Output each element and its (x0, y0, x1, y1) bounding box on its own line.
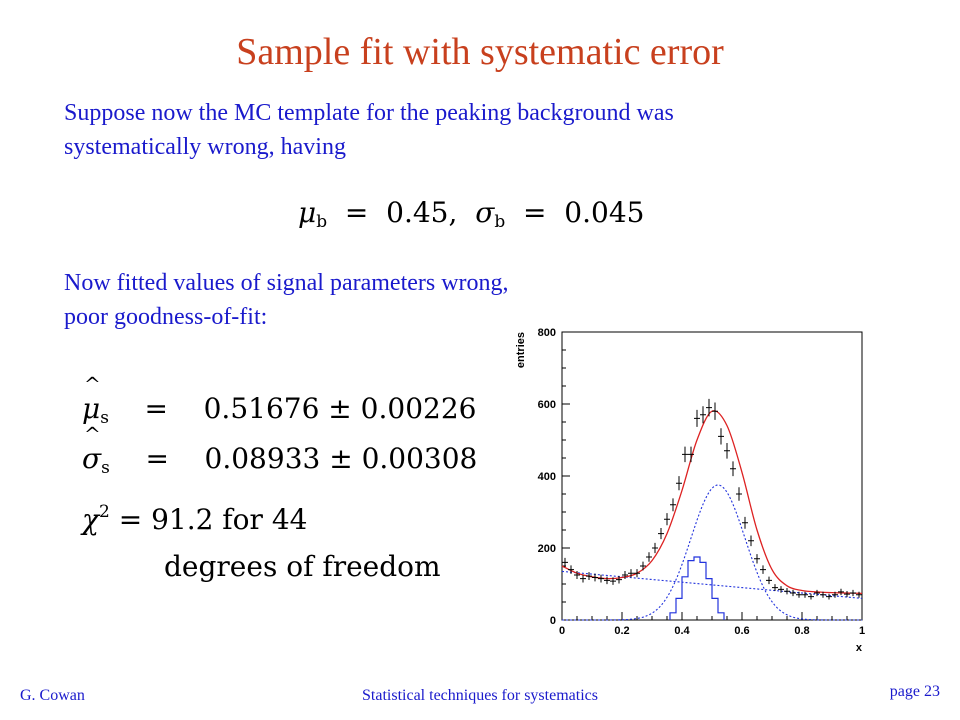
y-tick-label: 0 (550, 615, 556, 627)
peaking-histogram-steps (669, 556, 725, 620)
data-point-marker (670, 498, 676, 512)
data-point-marker (772, 584, 778, 592)
data-point-marker (688, 446, 694, 463)
data-point-marker (628, 569, 634, 578)
data-point-marker (736, 487, 742, 501)
sigma-b-value: 0.045 (564, 196, 645, 229)
data-point-marker (838, 588, 844, 596)
data-point-marker (850, 589, 856, 597)
intro-paragraph: Suppose now the MC template for the peak… (64, 96, 674, 164)
degrees-of-freedom: degrees of freedom (164, 550, 441, 583)
data-point-marker (574, 570, 580, 580)
fit-curve-line (561, 410, 863, 595)
data-points (562, 398, 862, 600)
data-point-marker (760, 565, 766, 574)
data-point-marker (664, 513, 670, 526)
data-point-marker (652, 542, 658, 554)
data-point-marker (616, 575, 622, 584)
footer-author: G. Cowan (20, 687, 85, 704)
data-point-marker (784, 587, 790, 595)
y-tick-label: 800 (538, 327, 556, 339)
peaking-background-histogram (669, 556, 725, 620)
tick-labels: 0 0.2 0.4 0.6 0.8 1 0 200 400 600 800 (538, 327, 865, 637)
data-point-marker (586, 572, 592, 581)
signal-gaussian-curve (562, 484, 862, 621)
data-point-marker (754, 554, 760, 564)
gaussian-dashed-curve (562, 484, 862, 621)
background-equation: μb = 0.45, σb = 0.045 (298, 196, 645, 232)
data-point-marker (742, 516, 748, 529)
data-point-marker (592, 573, 598, 582)
intro-line-2: systematically wrong, having (64, 134, 346, 160)
result-paragraph: Now fitted values of signal parameters w… (64, 266, 509, 334)
data-point-marker (580, 574, 586, 583)
x-axis-label: x (856, 642, 863, 654)
footer-course: Statistical techniques for systematics (362, 687, 598, 704)
data-point-marker (856, 591, 862, 598)
x-tick-label: 0.2 (614, 625, 629, 637)
x-tick-label: 1 (859, 625, 865, 637)
data-point-marker (676, 476, 682, 491)
y-tick-label: 200 (538, 543, 556, 555)
data-point-marker (718, 428, 724, 445)
data-point-marker (808, 593, 814, 600)
chi-square-value: = 91.2 for 44 (118, 503, 308, 536)
y-tick-label: 600 (538, 399, 556, 411)
x-tick-label: 0.4 (674, 625, 690, 637)
chi-square-equation: χ2 = 91.2 for 44 (82, 502, 308, 536)
data-point-marker (622, 570, 628, 580)
data-point-marker (562, 557, 568, 567)
sigma-b-sub: b (494, 212, 506, 232)
data-point-marker (826, 593, 832, 600)
data-point-marker (814, 589, 820, 597)
mu-b-value: 0.45, (386, 196, 458, 229)
fit-sigma-value: 0.08933 ± 0.00308 (204, 442, 478, 475)
data-point-marker (778, 586, 784, 593)
data-point-marker (796, 591, 802, 598)
data-point-marker (748, 535, 754, 547)
fit-mu-value: 0.51676 ± 0.00226 (203, 392, 477, 425)
data-point-marker (634, 569, 640, 578)
fit-histogram-chart: 0 0.2 0.4 0.6 0.8 1 0 200 400 600 800 x entries (515, 327, 865, 654)
data-point-marker (712, 402, 718, 420)
y-axis-label: entries (515, 332, 527, 368)
data-point-marker (820, 591, 826, 598)
data-point-marker (682, 446, 688, 463)
fit-sigma-equation: σs = 0.08933 ± 0.00308 (82, 422, 478, 478)
result-line-1: Now fitted values of signal parameters w… (64, 270, 509, 296)
data-point-marker (832, 591, 838, 598)
data-point-marker (706, 398, 712, 417)
data-point-marker (568, 565, 574, 574)
y-tick-label: 400 (538, 471, 556, 483)
result-line-2: poor goodness-of-fit: (64, 304, 268, 330)
x-tick-label: 0.6 (734, 625, 749, 637)
footer-page: page 23 (889, 683, 940, 700)
fit-mu-equation: μs = 0.51676 ± 0.00226 (82, 372, 477, 428)
chi-sup: 2 (98, 502, 110, 522)
mu-b-sub: b (316, 212, 328, 232)
x-tick-label: 0.8 (794, 625, 809, 637)
data-point-marker (646, 552, 652, 562)
fit-sigma-sub: s (101, 458, 110, 478)
fit-mu-sub: s (100, 408, 109, 428)
data-point-marker (730, 461, 736, 477)
data-point-marker (802, 591, 808, 598)
data-point-marker (640, 561, 646, 571)
data-point-marker (610, 577, 616, 585)
data-point-marker (766, 576, 772, 585)
data-point-marker (694, 409, 700, 427)
data-point-marker (700, 406, 706, 424)
data-point-marker (790, 589, 796, 597)
data-point-marker (724, 442, 730, 459)
data-point-marker (844, 591, 850, 598)
x-tick-label: 0 (559, 625, 565, 637)
slide-title: Sample fit with systematic error (236, 31, 724, 73)
data-point-marker (604, 576, 610, 585)
total-fit-curve (561, 410, 863, 595)
intro-line-1: Suppose now the MC template for the peak… (64, 100, 674, 126)
data-point-marker (658, 528, 664, 540)
data-point-marker (598, 574, 604, 583)
